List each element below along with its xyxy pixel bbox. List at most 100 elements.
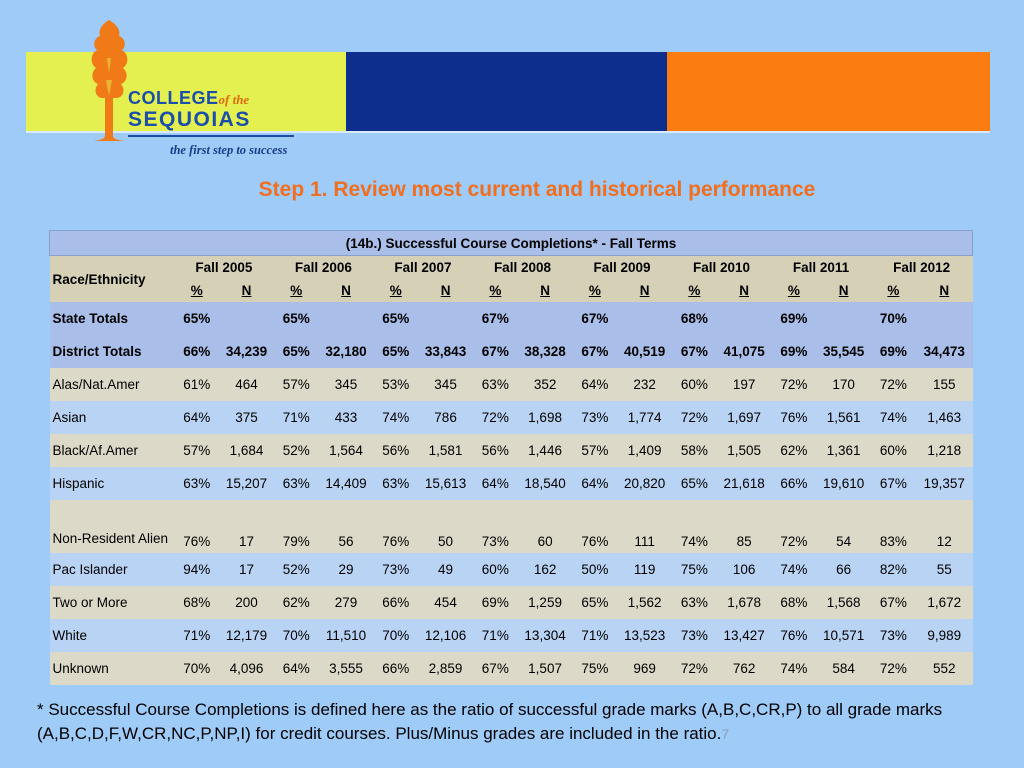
term-header: Fall 2010	[671, 255, 772, 279]
n-cell: 12	[916, 500, 973, 553]
pct-cell: 69%	[472, 586, 518, 619]
pct-cell: 62%	[771, 434, 817, 467]
logo-underline	[128, 135, 294, 137]
n-cell	[816, 302, 871, 335]
n-cell: 38,328	[517, 335, 573, 368]
pct-cell: 60%	[671, 368, 717, 401]
pct-cell: 73%	[870, 619, 916, 652]
n-cell	[517, 302, 573, 335]
row-label: State Totals	[49, 302, 175, 335]
n-column-header: N	[418, 279, 473, 302]
pct-cell: 73%	[472, 500, 518, 553]
n-cell: 34,239	[219, 335, 274, 368]
n-cell: 3,555	[318, 652, 374, 685]
n-cell: 375	[219, 401, 274, 434]
pct-cell: 64%	[472, 467, 518, 500]
pct-cell: 63%	[373, 467, 419, 500]
n-cell: 41,075	[716, 335, 772, 368]
pct-cell: 69%	[771, 302, 817, 335]
pct-cell: 52%	[273, 553, 319, 586]
n-column-header: N	[916, 279, 973, 302]
footnote-text: * Successful Course Completions is defin…	[37, 700, 943, 743]
n-cell: 155	[916, 368, 973, 401]
table-row: Non-Resident Alien 76% 17 79% 56 76% 50 73% 60 76…	[49, 500, 973, 553]
n-cell: 162	[517, 553, 573, 586]
n-cell	[318, 302, 374, 335]
pct-cell: 67%	[472, 302, 518, 335]
n-cell: 33,843	[418, 335, 473, 368]
n-cell: 17	[219, 500, 274, 553]
n-cell: 1,684	[219, 434, 274, 467]
logo-tagline: the first step to success	[170, 143, 288, 157]
table-row: State Totals 65% 65% 65% 67% 67% 68% 69% 70%	[49, 302, 973, 335]
n-cell: 1,562	[617, 586, 672, 619]
n-cell: 13,427	[716, 619, 772, 652]
n-cell: 1,561	[816, 401, 871, 434]
pct-cell: 63%	[671, 586, 717, 619]
pct-cell: 67%	[870, 467, 916, 500]
n-cell: 15,613	[418, 467, 473, 500]
pct-cell: 68%	[174, 586, 220, 619]
pct-cell: 68%	[671, 302, 717, 335]
pct-cell: 72%	[472, 401, 518, 434]
table-row: White 71% 12,179 70% 11,510 70% 12,106 71% 13,30…	[49, 619, 973, 652]
n-column-header: N	[716, 279, 772, 302]
n-cell: 1,218	[916, 434, 973, 467]
pct-cell: 66%	[174, 335, 220, 368]
n-cell: 55	[916, 553, 973, 586]
logo-college-text: COLLEGEof the	[128, 88, 250, 108]
pct-cell: 67%	[572, 302, 618, 335]
pct-cell: 62%	[273, 586, 319, 619]
pct-cell: 71%	[174, 619, 220, 652]
n-cell: 66	[816, 553, 871, 586]
n-cell: 14,409	[318, 467, 374, 500]
pct-cell: 74%	[771, 652, 817, 685]
pct-cell: 65%	[273, 335, 319, 368]
banner-yellow-block	[26, 52, 346, 131]
pct-cell: 74%	[671, 500, 717, 553]
pct-cell: 64%	[273, 652, 319, 685]
pct-column-header: %	[273, 279, 319, 302]
logo-sequoias-text: SEQUOIAS	[128, 108, 251, 131]
term-header: Fall 2005	[174, 255, 274, 279]
pct-cell: 65%	[373, 302, 419, 335]
term-header-row: Race/Ethnicity Fall 2005 Fall 2006 Fall 20…	[49, 255, 973, 302]
pct-cell: 57%	[174, 434, 220, 467]
n-cell: 454	[418, 586, 473, 619]
row-label: White	[49, 619, 175, 652]
pct-cell: 67%	[671, 335, 717, 368]
pct-cell: 66%	[373, 652, 419, 685]
table-row: Unknown 70% 4,096 64% 3,555 66% 2,859 67% 1,507 7…	[49, 652, 973, 685]
pct-cell: 75%	[671, 553, 717, 586]
pct-cell: 71%	[572, 619, 618, 652]
pct-column-header: %	[771, 279, 817, 302]
n-column-header: N	[617, 279, 672, 302]
n-cell: 279	[318, 586, 374, 619]
n-cell: 106	[716, 553, 772, 586]
n-cell	[716, 302, 772, 335]
n-cell: 21,618	[716, 467, 772, 500]
pct-cell: 74%	[870, 401, 916, 434]
pct-cell: 69%	[771, 335, 817, 368]
n-cell: 13,523	[617, 619, 672, 652]
n-cell	[617, 302, 672, 335]
n-cell: 119	[617, 553, 672, 586]
n-cell: 34,473	[916, 335, 973, 368]
pct-cell: 68%	[771, 586, 817, 619]
pct-cell: 76%	[771, 619, 817, 652]
row-label: Non-Resident Alien	[49, 500, 175, 553]
n-cell: 32,180	[318, 335, 374, 368]
pct-cell: 75%	[572, 652, 618, 685]
n-cell: 762	[716, 652, 772, 685]
n-cell: 200	[219, 586, 274, 619]
n-cell: 1,672	[916, 586, 973, 619]
table-caption: (14b.) Successful Course Completions* - …	[49, 230, 973, 256]
completions-table: (14b.) Successful Course Completions* - …	[49, 230, 973, 685]
pct-cell: 69%	[870, 335, 916, 368]
n-cell: 2,859	[418, 652, 473, 685]
pct-cell: 72%	[870, 368, 916, 401]
pct-cell: 74%	[373, 401, 419, 434]
n-cell	[916, 302, 973, 335]
n-cell: 35,545	[816, 335, 871, 368]
pct-cell: 50%	[572, 553, 618, 586]
